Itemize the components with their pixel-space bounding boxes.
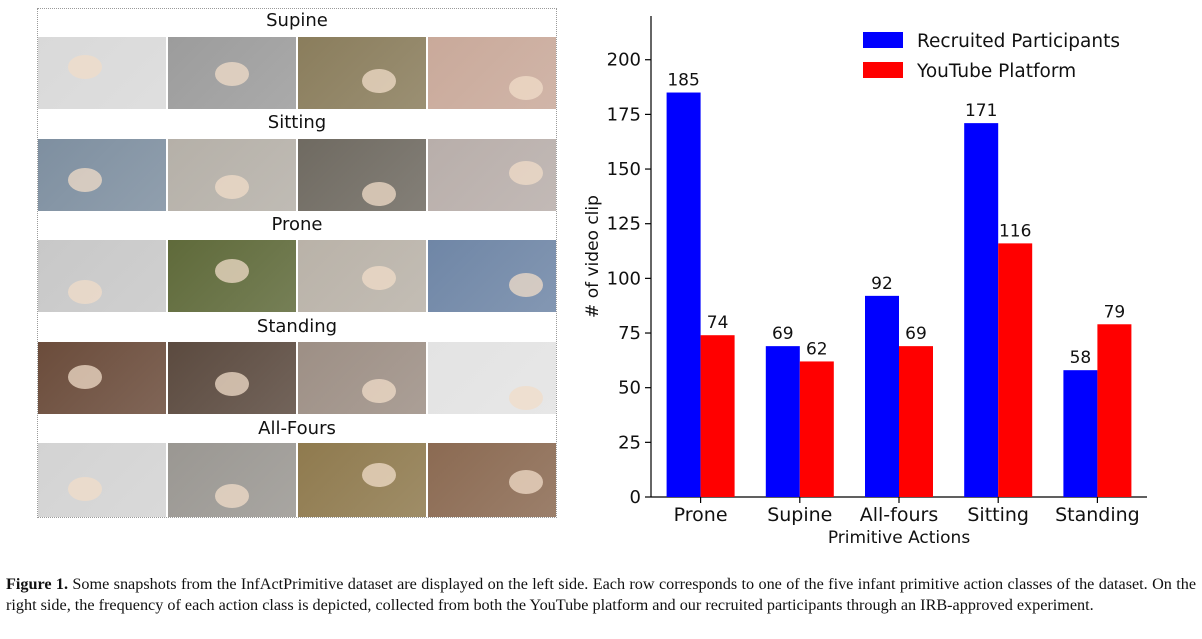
caption-text: Some snapshots from the InfActPrimitive … bbox=[6, 575, 1196, 614]
bar-youtube bbox=[998, 243, 1033, 497]
infant-figure bbox=[362, 266, 396, 290]
snapshot-image bbox=[166, 139, 296, 211]
caption-label: Figure 1. bbox=[6, 575, 69, 593]
row-label-sitting: Sitting bbox=[267, 112, 327, 133]
infant-figure bbox=[215, 372, 249, 396]
y-tick-label: 100 bbox=[607, 268, 641, 289]
figure-caption: Figure 1. Some snapshots from the InfAct… bbox=[6, 574, 1196, 616]
legend-label: Recruited Participants bbox=[917, 31, 1120, 52]
bar-value-label: 74 bbox=[707, 313, 729, 333]
thumb-row-prone bbox=[38, 240, 556, 312]
snapshot-image bbox=[296, 443, 426, 517]
infant-figure bbox=[509, 470, 543, 494]
snapshot-image bbox=[38, 342, 166, 414]
snapshot-image bbox=[426, 240, 556, 312]
row-label-supine: Supine bbox=[266, 10, 328, 31]
bar-value-label: 62 bbox=[806, 339, 828, 359]
x-tick-label: Sitting bbox=[967, 504, 1029, 526]
thumb-row-standing bbox=[38, 342, 556, 414]
row-label-prone: Prone bbox=[271, 214, 323, 235]
bar-value-label: 171 bbox=[965, 101, 997, 121]
y-tick-label: 175 bbox=[607, 104, 641, 125]
snapshot-image bbox=[38, 240, 166, 312]
bar-youtube bbox=[1097, 324, 1132, 497]
snapshot-image bbox=[38, 139, 166, 211]
snapshot-image bbox=[296, 240, 426, 312]
y-tick-label: 150 bbox=[607, 159, 641, 180]
bar-recruited bbox=[1063, 370, 1098, 497]
snapshot-image bbox=[166, 240, 296, 312]
snapshot-image bbox=[426, 443, 556, 517]
infant-figure bbox=[68, 55, 102, 79]
legend-swatch-youtube bbox=[863, 62, 903, 78]
infant-figure bbox=[68, 477, 102, 501]
thumb-row-sitting bbox=[38, 139, 556, 211]
x-tick-label: Standing bbox=[1055, 504, 1140, 526]
thumb-row-all-fours bbox=[38, 443, 556, 517]
snapshot-image bbox=[296, 37, 426, 109]
y-tick-label: 200 bbox=[607, 50, 641, 71]
row-label-all-fours: All-Fours bbox=[258, 418, 336, 439]
y-tick-label: 0 bbox=[630, 487, 641, 508]
y-tick-label: 25 bbox=[618, 432, 641, 453]
infant-figure bbox=[215, 62, 249, 86]
infant-figure bbox=[362, 379, 396, 403]
snapshot-image bbox=[426, 139, 556, 211]
snapshot-image bbox=[166, 37, 296, 109]
infant-figure bbox=[215, 484, 249, 508]
x-axis-label: Primitive Actions bbox=[828, 528, 971, 548]
bar-youtube bbox=[799, 361, 834, 497]
snapshot-image bbox=[166, 342, 296, 414]
bar-recruited bbox=[964, 123, 999, 497]
infant-figure bbox=[362, 69, 396, 93]
infant-figure bbox=[68, 365, 102, 389]
bar-value-label: 58 bbox=[1070, 348, 1092, 368]
infant-figure bbox=[362, 463, 396, 487]
y-tick-label: 75 bbox=[618, 323, 641, 344]
bar-value-label: 185 bbox=[667, 71, 699, 91]
bar-value-label: 116 bbox=[999, 221, 1031, 241]
infant-figure bbox=[509, 273, 543, 297]
x-tick-label: All-fours bbox=[860, 504, 938, 526]
infant-figure bbox=[362, 182, 396, 206]
bar-youtube bbox=[700, 335, 735, 497]
bar-recruited bbox=[666, 92, 701, 497]
infant-figure bbox=[509, 161, 543, 185]
y-tick-label: 125 bbox=[607, 214, 641, 235]
x-tick-label: Supine bbox=[767, 504, 832, 526]
infant-figure bbox=[509, 386, 543, 410]
snapshot-image bbox=[296, 342, 426, 414]
bar-value-label: 79 bbox=[1104, 302, 1126, 322]
snapshot-image bbox=[426, 37, 556, 109]
y-axis-label: # of video clip bbox=[583, 195, 603, 318]
infant-figure bbox=[68, 168, 102, 192]
bar-value-label: 69 bbox=[772, 324, 794, 344]
snapshot-image bbox=[296, 139, 426, 211]
snapshot-image bbox=[166, 443, 296, 517]
snapshot-image bbox=[38, 37, 166, 109]
row-label-standing: Standing bbox=[256, 316, 338, 337]
bar-recruited bbox=[765, 346, 800, 497]
infant-figure bbox=[215, 259, 249, 283]
bar-recruited bbox=[865, 295, 899, 497]
bar-youtube bbox=[899, 346, 933, 497]
infant-figure bbox=[215, 175, 249, 199]
legend-label: YouTube Platform bbox=[916, 61, 1076, 82]
x-tick-label: Prone bbox=[674, 504, 728, 526]
snapshot-collage: Supine Sitting Prone Standing All-Fours bbox=[37, 8, 557, 518]
snapshot-image bbox=[38, 443, 166, 517]
thumb-row-supine bbox=[38, 37, 556, 109]
y-tick-label: 50 bbox=[618, 378, 641, 399]
infant-figure bbox=[68, 280, 102, 304]
bar-value-label: 92 bbox=[871, 274, 893, 294]
legend-swatch-recruited bbox=[863, 32, 903, 48]
bar-value-label: 69 bbox=[905, 324, 927, 344]
snapshot-image bbox=[426, 342, 556, 414]
infant-figure bbox=[509, 76, 543, 100]
bar-chart: 0 25 50 75 100 125 150 175 200 185 74 Prone 69 62 Supi… bbox=[583, 16, 1147, 548]
